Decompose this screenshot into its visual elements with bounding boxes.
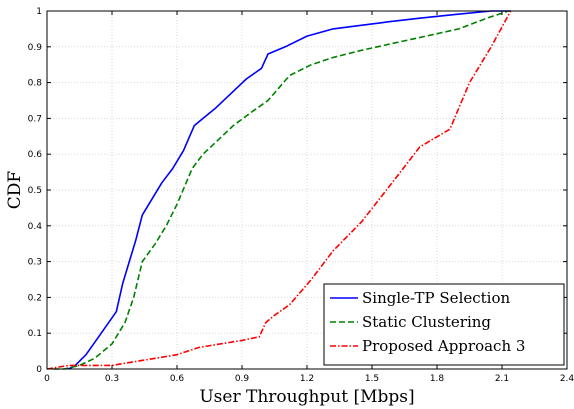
x-tick-label: 2.4 [560, 374, 574, 384]
x-tick-label: 1.2 [300, 374, 314, 384]
y-tick-label: 0.8 [28, 79, 43, 89]
x-tick-label: 0.9 [235, 374, 250, 384]
legend: Single-TP Selection Static Clustering Prop… [323, 283, 565, 366]
y-tick-label: 0.3 [28, 258, 42, 268]
y-tick-label: 0.2 [28, 293, 42, 303]
series-line-3 [46, 10, 512, 370]
y-tick-label: 0.1 [28, 329, 42, 339]
series-line-1 [68, 10, 511, 370]
series-line-2 [53, 10, 509, 370]
legend-entry-label: Proposed Approach 3 [362, 337, 525, 355]
y-tick-label: 0.4 [28, 222, 43, 232]
legend-entry-label: Single-TP Selection [362, 289, 510, 307]
y-tick-label: 0.5 [28, 186, 42, 196]
x-axis-label: User Throughput [Mbps] [199, 387, 414, 407]
y-tick-label: 1 [36, 7, 42, 17]
axis-ticks: 0 0.3 0.6 0.9 1.2 1.5 1.8 2.1 2.4 0 0.1 0.2 0.3 0.4 0.… [28, 7, 574, 384]
x-tick-label: 1.8 [430, 374, 445, 384]
y-tick-label: 0 [36, 365, 42, 375]
x-tick-label: 0 [44, 374, 50, 384]
y-tick-label: 0.9 [28, 43, 43, 53]
legend-box [323, 283, 565, 366]
legend-entry-label: Static Clustering [362, 313, 491, 331]
x-tick-label: 0.3 [105, 374, 119, 384]
series-lines [46, 10, 512, 370]
x-tick-label: 2.1 [495, 374, 509, 384]
y-tick-label: 0.7 [28, 114, 42, 124]
y-tick-label: 0.6 [28, 150, 43, 160]
x-tick-label: 0.6 [170, 374, 185, 384]
y-axis-label: CDF [5, 171, 25, 210]
x-tick-label: 1.5 [365, 374, 379, 384]
